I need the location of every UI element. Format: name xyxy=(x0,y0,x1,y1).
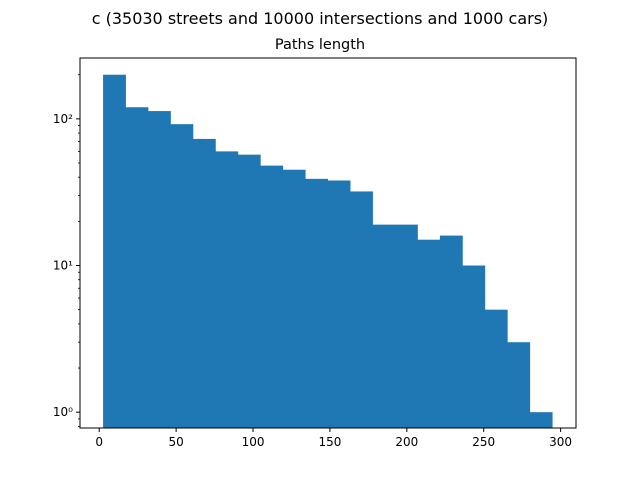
x-tick-label: 200 xyxy=(395,435,418,449)
histogram-bar xyxy=(394,224,418,428)
histogram-bar xyxy=(125,107,149,428)
histogram-bar xyxy=(237,154,261,428)
x-tick-label: 100 xyxy=(242,435,265,449)
histogram-bar xyxy=(462,265,486,428)
histogram-bar xyxy=(507,342,531,428)
histogram-bar xyxy=(417,239,441,428)
histogram-bar xyxy=(170,124,194,428)
histogram-bar xyxy=(103,74,126,428)
histogram-bar xyxy=(215,151,239,429)
histogram-bar xyxy=(350,191,373,428)
histogram-bar xyxy=(529,412,553,428)
chart-suptitle: c (35030 streets and 10000 intersections… xyxy=(92,9,549,28)
y-tick-label: 10¹ xyxy=(53,259,73,273)
histogram-bar xyxy=(282,169,306,429)
x-axis: 0 50 100 150 200 250 300 xyxy=(95,428,572,449)
histogram-bar xyxy=(260,165,284,428)
y-tick-label: 10⁰ xyxy=(53,405,73,419)
plot-frame xyxy=(79,57,577,429)
x-tick-label: 50 xyxy=(168,435,183,449)
x-tick-label: 0 xyxy=(95,435,103,449)
histogram-bar xyxy=(305,178,329,428)
bars-group xyxy=(103,74,553,429)
x-tick-label: 250 xyxy=(472,435,495,449)
y-axis: 10⁰ 10¹ 10² xyxy=(53,74,80,427)
histogram-bar xyxy=(484,309,508,428)
y-tick-label: 10² xyxy=(53,112,73,126)
histogram-bar xyxy=(192,138,216,429)
chart-title: Paths length xyxy=(275,37,365,53)
x-tick-label: 300 xyxy=(549,435,572,449)
histogram-bar xyxy=(327,180,351,428)
x-tick-label: 150 xyxy=(318,435,341,449)
histogram-bar xyxy=(439,235,463,428)
histogram-bar xyxy=(372,224,396,428)
histogram-bar xyxy=(147,111,171,428)
